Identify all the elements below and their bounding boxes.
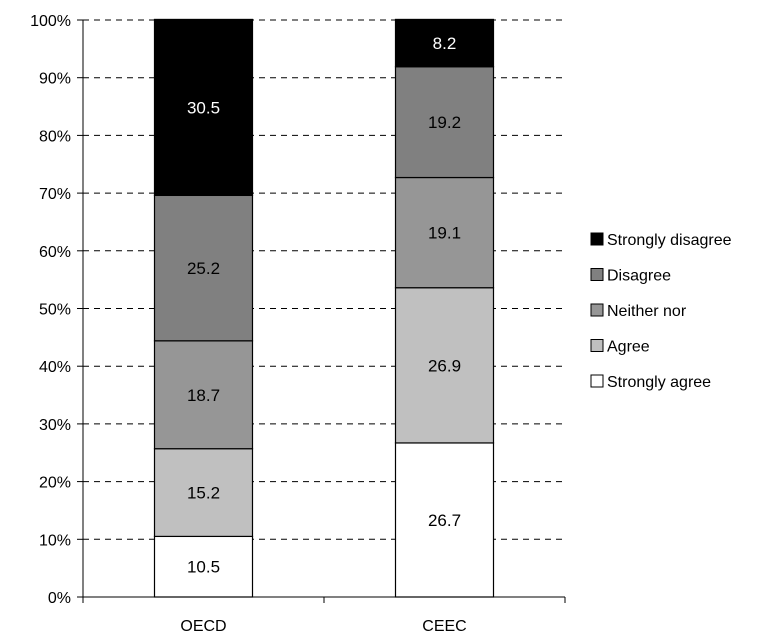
y-tick-label: 80%	[39, 128, 71, 145]
y-tick-label: 100%	[30, 13, 71, 30]
bar-segment	[394, 287, 495, 444]
data-label: 30.5	[187, 98, 220, 117]
bar-segment	[153, 340, 254, 450]
bar-segment	[394, 18, 495, 68]
bar-segment	[394, 66, 495, 179]
y-tick-label: 10%	[39, 532, 71, 549]
y-tick-label: 20%	[39, 475, 71, 492]
y-tick-label: 40%	[39, 359, 71, 376]
legend-label: Strongly disagree	[607, 232, 732, 249]
bar-segment	[153, 194, 254, 342]
data-label: 19.2	[428, 113, 461, 132]
data-label: 26.7	[428, 511, 461, 530]
legend-label: Neither nor	[607, 303, 687, 320]
y-tick-label: 90%	[39, 71, 71, 88]
y-tick-label: 0%	[48, 590, 71, 607]
bar-segment	[394, 442, 495, 598]
x-axis: OECD CEEC	[82, 596, 566, 635]
data-label: 10.5	[187, 558, 220, 577]
y-tick-label: 70%	[39, 186, 71, 203]
legend-swatch	[590, 232, 604, 246]
x-category-label: CEEC	[422, 618, 466, 635]
legend-swatch	[590, 339, 604, 352]
legend-label: Disagree	[607, 268, 671, 285]
legend-label: Strongly agree	[607, 374, 711, 391]
legend-swatch	[590, 374, 604, 388]
legend-swatch	[590, 303, 604, 317]
x-category-label: OECD	[180, 618, 226, 635]
bar-segment	[153, 448, 254, 538]
y-tick-label: 50%	[39, 302, 71, 319]
data-label: 19.1	[428, 224, 461, 243]
data-label: 26.9	[428, 356, 461, 375]
bar-segment	[153, 18, 254, 197]
data-label: 15.2	[187, 484, 220, 503]
data-label: 18.7	[187, 386, 220, 405]
bar-segment	[394, 176, 495, 289]
bars: 10.5 15.2 18.7 25.2 30.5 26.7 26.9 19.1 19.2 8.2	[153, 18, 495, 598]
data-label: 25.2	[187, 259, 220, 278]
y-tick-label: 30%	[39, 417, 71, 434]
data-label: 8.2	[433, 34, 457, 53]
legend: Strongly disagree Disagree Neither nor Agre…	[590, 232, 732, 391]
legend-label: Agree	[607, 339, 650, 356]
y-axis: 0% 10% 20% 30% 40% 50% 60% 70% 80% 90% 100%	[30, 13, 84, 607]
y-tick-label: 60%	[39, 244, 71, 261]
legend-swatch	[590, 268, 604, 281]
